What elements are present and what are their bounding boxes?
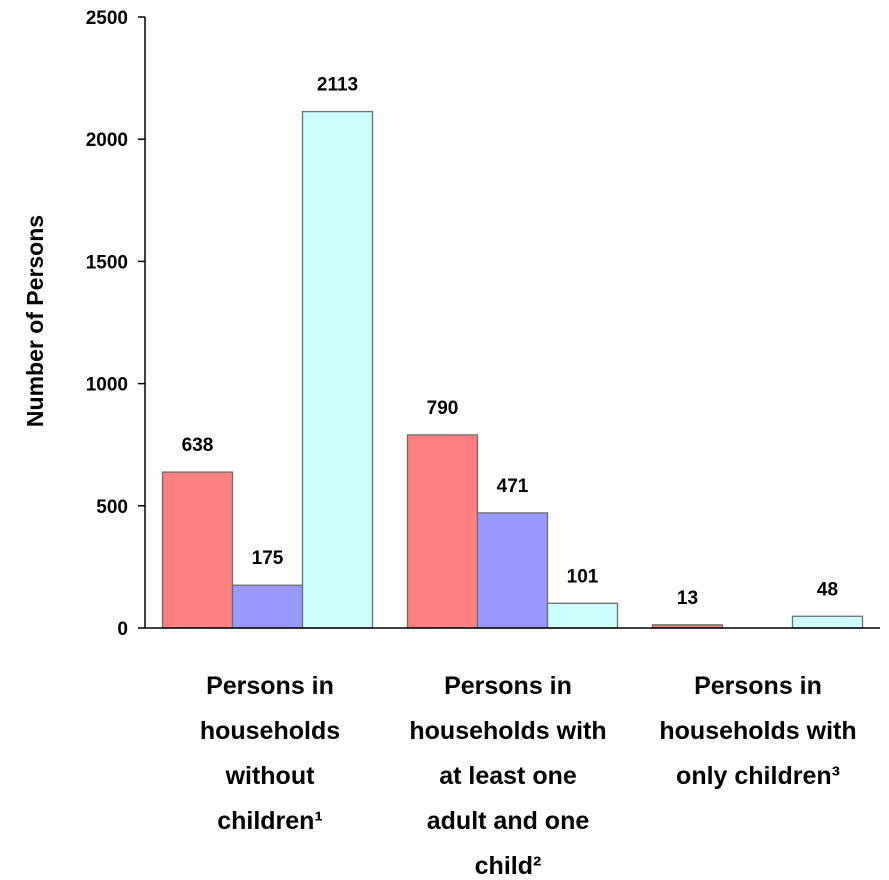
category-label-0: Persons in households without children¹: [200, 672, 340, 835]
category-label-1-line-0: Persons in: [444, 672, 572, 700]
y-tick-label-1: 500: [96, 497, 128, 518]
bar-cat1-series0: [406, 434, 479, 629]
bar-cat0-series1: [231, 584, 304, 629]
category-label-1: Persons in households with at least one adu…: [409, 672, 606, 880]
category-label-0-line-2: without: [225, 762, 316, 790]
data-label-cat2-series0: 13: [677, 588, 698, 609]
bar-cat1-series2: [546, 602, 619, 629]
category-label-1-line-4: child²: [475, 852, 542, 880]
category-label-1-line-3: adult and one: [427, 807, 590, 835]
y-tick-label-5: 2500: [86, 8, 128, 29]
category-label-2: Persons in households with only children³: [659, 672, 856, 790]
category-labels-group: Persons in households without children¹Pers…: [200, 672, 857, 880]
data-label-cat1-series1: 471: [497, 476, 529, 497]
y-axis-title: Number of Persons: [22, 215, 48, 427]
category-label-2-line-0: Persons in: [694, 672, 822, 700]
data-label-cat0-series2: 2113: [317, 75, 358, 96]
category-label-0-line-3: children¹: [217, 807, 323, 835]
y-ticks-group: 0 500 1000 1500 2000 2500: [86, 8, 145, 640]
category-label-2-line-2: only children³: [676, 762, 840, 790]
category-label-1-line-1: households with: [409, 717, 606, 745]
category-label-0-line-0: Persons in: [206, 672, 334, 700]
category-label-1-line-2: at least one: [439, 762, 577, 790]
bar-cat2-series2: [791, 615, 864, 629]
data-label-cat1-series2: 101: [567, 566, 599, 587]
category-label-0-line-1: households: [200, 717, 340, 745]
data-label-cat0-series0: 638: [182, 435, 214, 456]
data-labels-group: 638 175 2113 790 471 101 13 48: [182, 75, 838, 609]
data-label-cat0-series1: 175: [252, 548, 284, 569]
bar-cat0-series0: [161, 471, 234, 629]
data-label-cat2-series2: 48: [817, 579, 838, 600]
bar-cat1-series1: [476, 512, 549, 629]
bars-group: [161, 110, 864, 629]
y-tick-label-4: 2000: [86, 130, 128, 151]
bar-cat0-series2: [301, 110, 374, 629]
y-tick-label-3: 1500: [86, 252, 128, 273]
category-label-2-line-1: households with: [659, 717, 856, 745]
y-tick-label-2: 1000: [86, 375, 128, 396]
data-label-cat1-series0: 790: [427, 398, 459, 419]
y-tick-label-0: 0: [117, 619, 128, 640]
